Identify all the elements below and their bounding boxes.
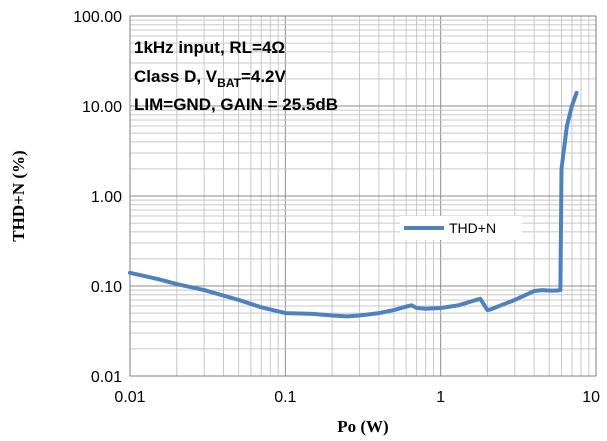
plot-frame bbox=[129, 15, 597, 377]
x-axis-tick-labels: 0.01 0.1 1 10 bbox=[114, 389, 600, 406]
condition-annotation: 1kHz input, RL=4Ω Class D, VBAT=4.2V LIM… bbox=[134, 38, 338, 114]
annotation-line-2-subscript: BAT bbox=[217, 76, 241, 90]
y-tick-label: 10.00 bbox=[82, 99, 122, 116]
x-tick-label: 0.1 bbox=[274, 389, 296, 406]
series-layer bbox=[128, 90, 579, 319]
y-axis-tick-labels: 100.00 10.00 1.00 0.10 0.01 bbox=[73, 9, 122, 386]
y-tick-label: 1.00 bbox=[91, 189, 122, 206]
y-axis-title: THD+N (%) bbox=[9, 150, 28, 241]
y-tick-label: 0.01 bbox=[91, 369, 122, 386]
annotation-line-2: Class D, VBAT=4.2V bbox=[134, 67, 286, 90]
annotation-line-1: 1kHz input, RL=4Ω bbox=[134, 38, 285, 57]
x-axis-title: Po (W) bbox=[337, 417, 388, 436]
legend: THD+N bbox=[400, 216, 522, 240]
series-line-thd-n bbox=[128, 90, 579, 319]
x-tick-label: 10 bbox=[582, 389, 600, 406]
x-tick-label: 0.01 bbox=[114, 389, 145, 406]
y-tick-label: 100.00 bbox=[73, 9, 122, 26]
legend-label-thd-n: THD+N bbox=[449, 220, 496, 236]
x-tick-label: 1 bbox=[436, 389, 445, 406]
annotation-line-2-prefix: Class D, V bbox=[134, 67, 218, 86]
annotation-line-2-suffix: =4.2V bbox=[241, 67, 287, 86]
annotation-line-3: LIM=GND, GAIN = 25.5dB bbox=[134, 95, 338, 114]
y-tick-label: 0.10 bbox=[91, 279, 122, 296]
